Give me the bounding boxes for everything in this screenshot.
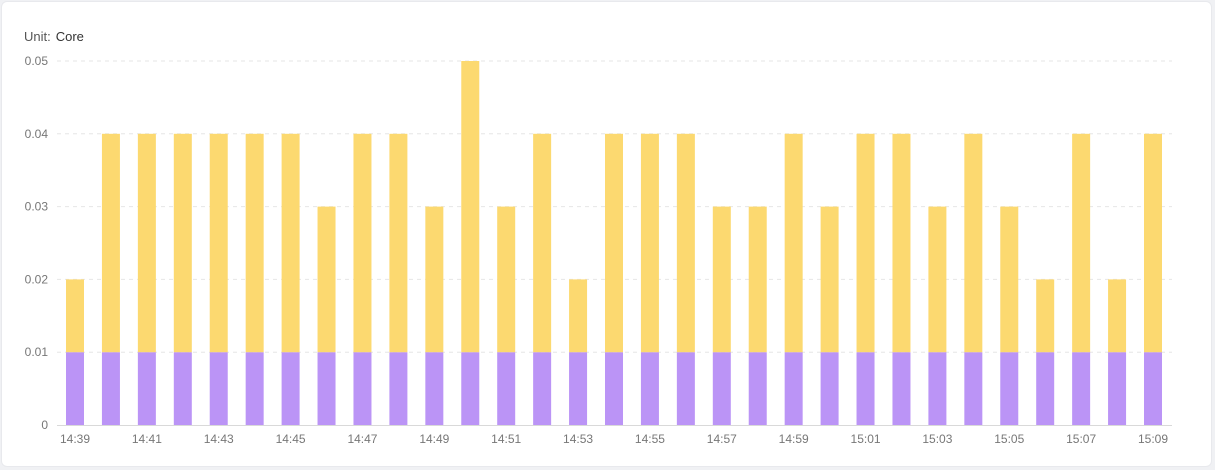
bar-segment-base[interactable] — [281, 352, 300, 425]
bar-segment-base[interactable] — [461, 352, 480, 425]
bar-segment-top[interactable] — [856, 133, 875, 353]
bar-segment-top[interactable] — [892, 133, 911, 353]
bar-segment-top[interactable] — [569, 279, 588, 353]
x-tick-label: 14:57 — [707, 432, 737, 446]
x-tick-label: 15:05 — [994, 432, 1024, 446]
bar-segment-base[interactable] — [1108, 352, 1127, 425]
x-tick-label: 14:59 — [779, 432, 809, 446]
x-tick-label: 14:43 — [204, 432, 234, 446]
bar-segment-base[interactable] — [928, 352, 947, 425]
bar-segment-top[interactable] — [605, 133, 623, 353]
unit-row: Unit: Core — [24, 29, 84, 44]
bar-segment-top[interactable] — [1000, 206, 1019, 353]
bar-segment-base[interactable] — [1036, 352, 1055, 425]
bar-segment-base[interactable] — [209, 352, 228, 425]
bar-segment-top[interactable] — [461, 61, 480, 353]
bar-segment-top[interactable] — [1036, 279, 1055, 353]
bar-segment-base[interactable] — [640, 352, 659, 425]
bar-segment-top[interactable] — [497, 206, 516, 353]
x-tick-label: 14:41 — [132, 432, 162, 446]
bar-segment-base[interactable] — [425, 352, 444, 425]
x-tick-label: 14:55 — [635, 432, 665, 446]
bar-segment-base[interactable] — [1072, 352, 1091, 425]
bar-segment-top[interactable] — [173, 133, 192, 353]
x-tick-label: 15:07 — [1066, 432, 1096, 446]
bar-segment-top[interactable] — [245, 133, 264, 353]
bar-segment-top[interactable] — [784, 133, 803, 353]
bar-segment-top[interactable] — [209, 133, 228, 353]
x-tick-label: 14:53 — [563, 432, 593, 446]
y-tick-label: 0.02 — [25, 272, 49, 286]
bar-segment-top[interactable] — [964, 133, 983, 353]
bar-segment-top[interactable] — [1108, 279, 1127, 353]
bar-segment-base[interactable] — [1000, 352, 1019, 425]
bar-segment-top[interactable] — [281, 133, 300, 353]
bar-segment-top[interactable] — [317, 206, 336, 353]
bar-segment-top[interactable] — [676, 133, 695, 353]
bar-segment-base[interactable] — [856, 352, 875, 425]
x-tick-label: 15:01 — [851, 432, 881, 446]
x-tick-label: 14:51 — [491, 432, 521, 446]
bar-segment-base[interactable] — [784, 352, 803, 425]
bar-segment-base[interactable] — [173, 352, 192, 425]
bar-segment-top[interactable] — [66, 279, 84, 353]
bar-segment-base[interactable] — [101, 352, 120, 425]
bar-segment-base[interactable] — [137, 352, 156, 425]
bar-segment-top[interactable] — [137, 133, 156, 353]
x-tick-label: 14:45 — [276, 432, 306, 446]
bar-segment-base[interactable] — [712, 352, 731, 425]
bar-segment-base[interactable] — [748, 352, 767, 425]
bar-segment-base[interactable] — [676, 352, 695, 425]
bar-segment-base[interactable] — [245, 352, 264, 425]
bar-segment-top[interactable] — [425, 206, 444, 353]
bar-segment-base[interactable] — [569, 352, 588, 425]
y-tick-label: 0.01 — [25, 345, 49, 359]
x-tick-label: 14:49 — [419, 432, 449, 446]
bar-segment-base[interactable] — [1144, 352, 1162, 425]
x-tick-label: 15:09 — [1138, 432, 1168, 446]
bar-segment-top[interactable] — [1072, 133, 1091, 353]
unit-value: Core — [55, 29, 84, 44]
unit-label: Unit: — [24, 29, 51, 44]
bar-segment-top[interactable] — [101, 133, 120, 353]
bar-segment-top[interactable] — [820, 206, 839, 353]
x-tick-label: 14:47 — [347, 432, 377, 446]
y-tick-label: 0.04 — [25, 127, 49, 141]
bar-segment-top[interactable] — [1144, 133, 1162, 353]
bar-segment-base[interactable] — [533, 352, 552, 425]
bar-segment-base[interactable] — [317, 352, 336, 425]
grid-layer — [57, 60, 1172, 353]
bar-segment-top[interactable] — [928, 206, 947, 353]
bar-segment-top[interactable] — [748, 206, 767, 353]
x-tick-label: 15:03 — [922, 432, 952, 446]
y-tick-label: 0.03 — [25, 200, 49, 214]
bar-segment-top[interactable] — [389, 133, 408, 353]
bar-segment-top[interactable] — [712, 206, 731, 353]
y-tick-label: 0 — [41, 418, 48, 432]
bar-segment-top[interactable] — [533, 133, 552, 353]
bar-segment-base[interactable] — [892, 352, 911, 425]
bar-segment-base[interactable] — [353, 352, 372, 425]
bar-segment-base[interactable] — [964, 352, 983, 425]
bar-segment-base[interactable] — [66, 352, 84, 425]
y-tick-label: 0.05 — [25, 54, 49, 68]
bar-segment-base[interactable] — [497, 352, 516, 425]
bar-layer — [66, 61, 1162, 425]
bar-segment-base[interactable] — [389, 352, 408, 425]
bar-segment-top[interactable] — [353, 133, 372, 353]
x-tick-label: 14:39 — [60, 432, 90, 446]
bar-segment-base[interactable] — [820, 352, 839, 425]
axis-layer: 0 0.01 0.02 0.03 0.04 0.05 14:39 14:41 14:43 14:4… — [25, 54, 1172, 446]
bar-segment-base[interactable] — [605, 352, 623, 425]
bar-segment-top[interactable] — [640, 133, 659, 353]
